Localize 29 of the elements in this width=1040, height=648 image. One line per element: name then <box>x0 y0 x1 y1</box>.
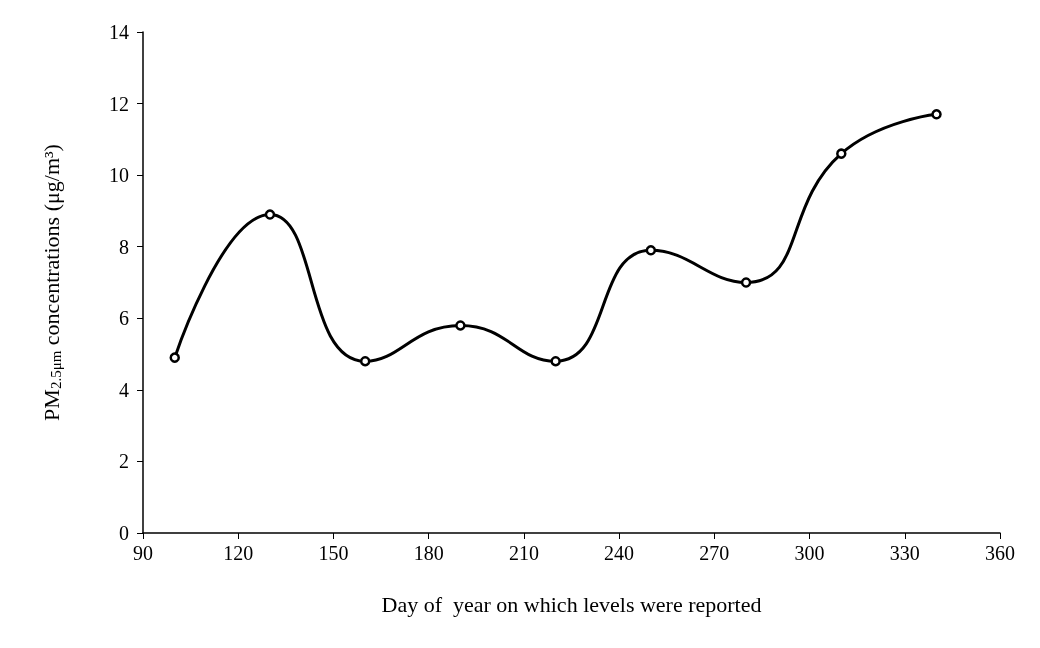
point <box>264 209 276 220</box>
y-tick-label: 6 <box>119 307 129 330</box>
y-tick-label: 8 <box>119 235 129 258</box>
x-tick-label: 300 <box>794 542 825 564</box>
y-tick-label: 12 <box>109 92 129 115</box>
y-tick-label: 0 <box>119 522 129 544</box>
point <box>645 245 657 256</box>
x-tick-label: 120 <box>223 542 254 564</box>
point <box>836 148 847 159</box>
x-tick-label: 360 <box>985 542 1015 564</box>
y-axis-title: PM2.5μm concentrations (μg/m³) <box>39 144 64 421</box>
y-tick-label: 2 <box>119 450 129 473</box>
point <box>169 352 180 363</box>
x-tick-label: 330 <box>889 542 920 564</box>
point <box>359 355 371 367</box>
x-tick-label: 240 <box>604 542 635 564</box>
y-tick-label: 4 <box>119 378 129 401</box>
x-tick-label: 90 <box>133 542 153 564</box>
x-tick-label: 150 <box>318 542 349 564</box>
x-tick-label: 180 <box>413 542 444 564</box>
point <box>550 355 561 367</box>
point <box>740 277 752 288</box>
y-tick-label: 14 <box>109 21 129 43</box>
y-tick-label: 10 <box>109 164 129 187</box>
x-axis-title: Day of year on which levels were reported <box>381 591 762 617</box>
point <box>455 320 466 331</box>
x-tick-label: 270 <box>699 542 730 564</box>
x-tick-label: 210 <box>508 542 539 564</box>
point <box>931 109 942 120</box>
